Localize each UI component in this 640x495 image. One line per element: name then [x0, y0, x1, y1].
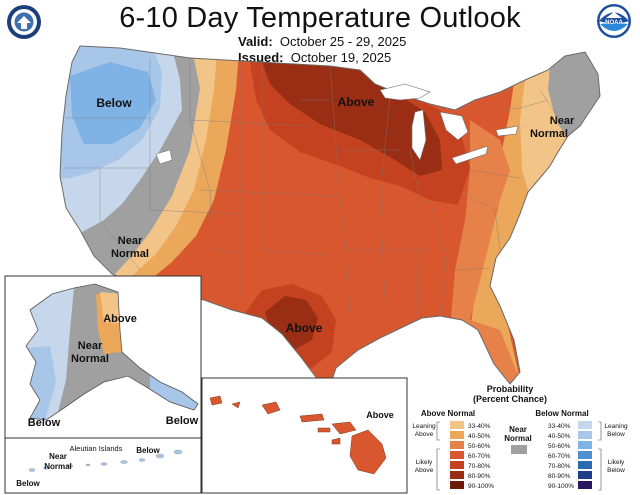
legend: Probability (Percent Chance) Above Norma…: [412, 384, 628, 491]
lake-superior: [379, 83, 431, 101]
label-near-normal-ne-line2: Normal: [530, 128, 568, 140]
lake-erie: [451, 145, 489, 165]
legend-above-range-label-5: 70-80%: [468, 463, 491, 470]
legend-above-swatch-4: [450, 451, 464, 459]
page-title: 6-10 Day Temperature Outlook: [119, 2, 521, 34]
label-near-normal-west-line2: Normal: [111, 248, 149, 260]
alaska-label-above: Above: [103, 313, 137, 325]
legend-leaning-above-line2: Above: [415, 431, 434, 438]
legend-likely-above-line1: Likely: [416, 459, 433, 466]
label-near-normal-west-line1: Near: [118, 235, 143, 247]
label-below-northwest: Below: [96, 96, 132, 110]
legend-above-swatch-2: [450, 431, 464, 439]
lake-ontario: [495, 125, 519, 137]
legend-above-range-label-3: 50-60%: [468, 443, 491, 450]
legend-below-range-label-4: 60-70%: [548, 453, 571, 460]
issued-date: October 19, 2025: [290, 50, 392, 65]
state-boundaries: [64, 58, 561, 331]
legend-below-swatch-7: [578, 481, 592, 489]
noaa-logo-text: NOAA: [605, 20, 623, 26]
aleutian-inset: [4, 437, 202, 494]
legend-leaning-above-line1: Leaning: [412, 423, 436, 430]
hawaii-inset: [201, 377, 408, 494]
label-above-north: Above: [338, 95, 375, 109]
legend-likely-below-line1: Likely: [608, 459, 625, 466]
alaska-label-near-normal-line1: Near: [78, 340, 103, 352]
legend-near-header-line2: Normal: [504, 434, 532, 443]
doc-seal-icon: [7, 5, 41, 39]
legend-leaning-below-line2: Below: [607, 431, 625, 438]
legend-below-range-label-7: 90-100%: [548, 483, 574, 490]
legend-title-line2: (Percent Chance): [473, 394, 547, 404]
legend-above-range-label-4: 60-70%: [468, 453, 491, 460]
alaska-inset: [4, 275, 202, 439]
legend-above-range-label-6: 80-90%: [468, 473, 491, 480]
label-above-south: Above: [286, 321, 323, 335]
lake-michigan: [411, 109, 427, 161]
legend-above-range-label-2: 40-50%: [468, 433, 491, 440]
legend-below-swatch-5: [578, 461, 592, 469]
legend-below-range-label-6: 80-90%: [548, 473, 571, 480]
valid-dates-line: Valid: October 25 - 29, 2025: [238, 34, 406, 49]
legend-above-swatch-5: [450, 461, 464, 469]
legend-below-swatch-6: [578, 471, 592, 479]
noaa-logo-icon: NOAA: [597, 4, 631, 38]
legend-above-scale: 33-40% 40-50% 50-60% 60-70% 70-80% 80-90% 90-1…: [450, 421, 494, 490]
hawaii-label-above: Above: [366, 410, 394, 420]
alaska-label-near-normal-line2: Normal: [71, 353, 109, 365]
alaska-label-below-se: Below: [166, 415, 199, 427]
legend-below-swatch-3: [578, 441, 592, 449]
legend-below-scale: 33-40% 40-50% 50-60% 60-70% 70-80% 80-90% 90-1…: [548, 421, 592, 490]
issued-date-line: Issued: October 19, 2025: [238, 50, 391, 65]
valid-label: Valid:: [238, 34, 273, 49]
aleutian-label-near-normal-line1: Near: [49, 452, 67, 461]
legend-below-swatch-4: [578, 451, 592, 459]
legend-below-swatch-2: [578, 431, 592, 439]
legend-below-header: Below Normal: [535, 409, 588, 418]
legend-above-range-label-7: 90-100%: [468, 483, 494, 490]
legend-near-header-line1: Near: [509, 425, 527, 434]
legend-near-swatch: [511, 445, 527, 454]
great-salt-lake: [155, 149, 173, 165]
legend-above-header: Above Normal: [421, 409, 475, 418]
legend-below-range-label-5: 70-80%: [548, 463, 571, 470]
alaska-label-below-sw: Below: [28, 417, 61, 429]
aleutian-label-near-normal-line2: Normal: [44, 462, 72, 471]
legend-below-range-label-1: 33-40%: [548, 423, 571, 430]
legend-below-swatch-1: [578, 421, 592, 429]
legend-above-range-label-1: 33-40%: [468, 423, 491, 430]
legend-likely-above-line2: Above: [415, 467, 434, 474]
aleutian-title: Aleutian Islands: [70, 444, 123, 453]
aleutian-label-below-left: Below: [16, 479, 40, 488]
legend-title-line1: Probability: [487, 384, 534, 394]
label-near-normal-ne-line1: Near: [550, 115, 575, 127]
aleutian-label-below-right: Below: [136, 446, 160, 455]
legend-above-swatch-6: [450, 471, 464, 479]
legend-above-swatch-3: [450, 441, 464, 449]
valid-dates: October 25 - 29, 2025: [279, 34, 407, 49]
legend-below-range-label-3: 50-60%: [548, 443, 571, 450]
legend-likely-below-line2: Below: [607, 467, 625, 474]
legend-below-range-label-2: 40-50%: [548, 433, 571, 440]
legend-leaning-below-line1: Leaning: [604, 423, 628, 430]
legend-above-swatch-1: [450, 421, 464, 429]
legend-above-swatch-7: [450, 481, 464, 489]
lake-huron: [439, 111, 469, 141]
